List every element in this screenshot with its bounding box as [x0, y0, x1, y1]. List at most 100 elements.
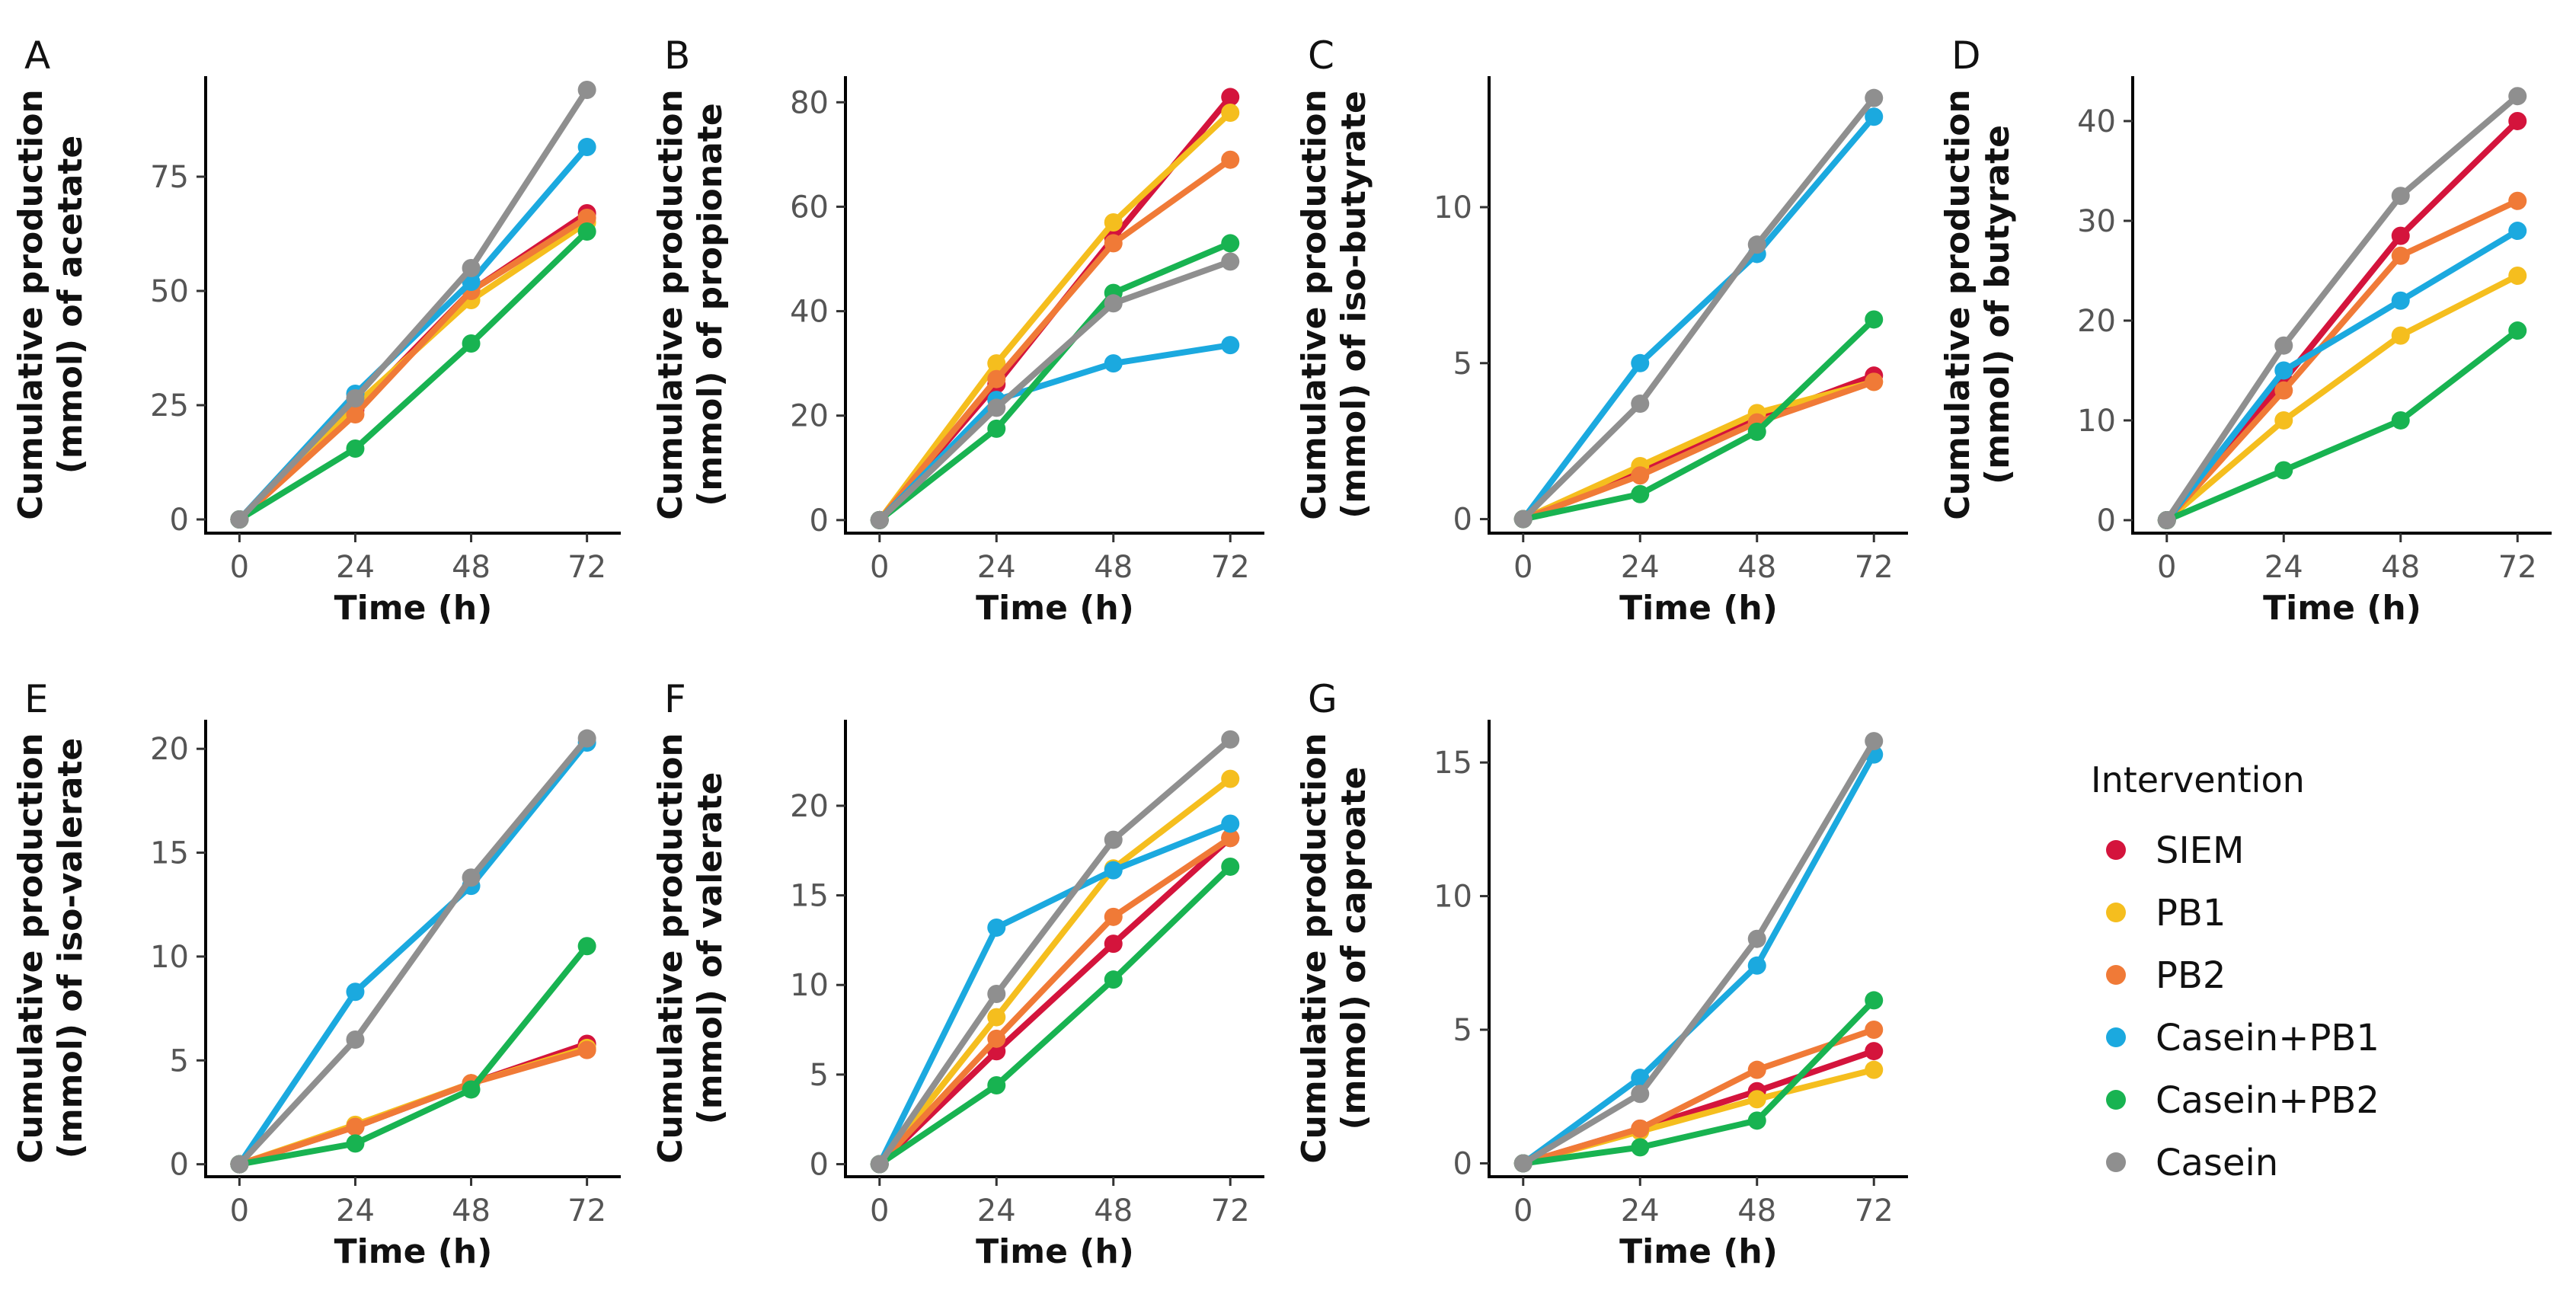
y-tick-label: 0 [810, 503, 829, 538]
data-point [2391, 187, 2410, 206]
data-point [577, 222, 596, 241]
legend-marker [2106, 903, 2126, 922]
panel-letter: E [24, 677, 49, 721]
y-tick-label: 15 [1433, 746, 1472, 781]
series-line [1520, 738, 1878, 1167]
y-tick-label: 80 [790, 85, 829, 120]
y-tick-label: 25 [150, 388, 189, 423]
x-axis-title: Time (h) [976, 589, 1134, 628]
series-line [236, 735, 590, 1168]
legend-label: Casein+PB1 [2156, 1017, 2379, 1059]
data-point [987, 1076, 1006, 1094]
y-tick-label: 5 [1453, 347, 1472, 382]
y-tick-label: 60 [790, 190, 829, 225]
y-tick-label: 10 [1433, 190, 1472, 225]
x-tick-label: 48 [1737, 550, 1776, 585]
legend-marker [2106, 1090, 2126, 1110]
y-tick-label: 15 [790, 879, 829, 914]
data-point [577, 138, 596, 156]
data-point [1221, 336, 1240, 355]
legend-label: Casein+PB2 [2156, 1079, 2379, 1122]
data-point [987, 419, 1006, 438]
y-axis-title-line2: (mmol) of iso-valerate [51, 738, 90, 1159]
data-point [1221, 769, 1240, 788]
data-point [346, 389, 365, 407]
x-tick-label: 72 [1211, 1193, 1250, 1229]
x-tick-label: 24 [977, 1193, 1016, 1229]
legend-item-casein: Casein [2106, 1142, 2278, 1184]
y-axis-title-line1: Cumulative production [651, 733, 690, 1164]
series-line [2163, 197, 2521, 523]
series-line [876, 736, 1234, 1168]
x-tick-label: 72 [2498, 550, 2537, 585]
panel-letter: C [1308, 34, 1334, 78]
series-line [236, 228, 590, 522]
y-tick-label: 20 [790, 399, 829, 434]
data-point [1221, 814, 1240, 833]
data-point [1221, 104, 1240, 122]
legend-label: PB1 [2156, 892, 2226, 935]
legend-item-casein-pb1: Casein+PB1 [2106, 1017, 2379, 1059]
data-point [2274, 461, 2293, 480]
data-point [230, 510, 249, 529]
data-point [2391, 291, 2410, 310]
legend-marker [2106, 1027, 2126, 1047]
y-tick-label: 0 [1453, 1146, 1472, 1181]
legend-label: SIEM [2156, 829, 2244, 872]
legend-marker [2106, 965, 2126, 985]
data-point [577, 937, 596, 956]
y-tick-label: 0 [170, 1148, 189, 1183]
series-line [876, 835, 1234, 1168]
data-point [1631, 1085, 1650, 1104]
x-axis-title: Time (h) [1619, 589, 1778, 628]
y-axis-title-line2: (mmol) of butyrate [1978, 125, 2017, 484]
data-point [1747, 1111, 1766, 1130]
y-tick-label: 10 [790, 968, 829, 1003]
y-tick-label: 10 [2077, 404, 2116, 439]
y-tick-label: 5 [810, 1058, 829, 1093]
data-point [1631, 484, 1650, 503]
x-tick-label: 0 [230, 550, 249, 585]
x-axis-title: Time (h) [976, 1232, 1134, 1271]
data-point [1631, 466, 1650, 485]
series-line [1520, 379, 1878, 522]
data-point [1104, 830, 1123, 849]
data-point [2508, 87, 2527, 106]
y-axis-title-line1: Cumulative production [1295, 89, 1334, 520]
data-point [2274, 336, 2293, 355]
series-line [1520, 997, 1878, 1167]
data-point [1221, 857, 1240, 876]
data-point [1747, 929, 1766, 948]
x-axis-title: Time (h) [1619, 1232, 1778, 1271]
series-line [236, 215, 590, 522]
data-point [1221, 829, 1240, 848]
data-point [346, 1030, 365, 1049]
x-tick-label: 48 [1094, 1193, 1133, 1229]
data-point [1221, 730, 1240, 749]
data-point [1104, 970, 1123, 989]
data-point [1865, 1021, 1884, 1040]
series-line [236, 740, 590, 1168]
y-axis-title-line1: Cumulative production [11, 89, 50, 520]
data-point [1865, 310, 1884, 329]
data-point [1865, 88, 1884, 107]
x-tick-label: 48 [1737, 1193, 1776, 1229]
y-tick-label: 20 [790, 789, 829, 824]
panel-d: D 0 10 20 30 40 0 24 48 72 Time (h) Cumulative prod… [1938, 34, 2552, 628]
data-point [1865, 991, 1884, 1010]
data-point [1631, 1138, 1650, 1157]
y-tick-label: 10 [1433, 880, 1472, 915]
y-tick-label: 0 [1453, 503, 1472, 538]
series-casein [1513, 88, 1884, 529]
y-tick-label: 15 [150, 836, 189, 871]
x-tick-label: 0 [2157, 550, 2176, 585]
series-line [876, 820, 1234, 1168]
legend-item-pb1: PB1 [2106, 892, 2226, 935]
legend-marker [2106, 1152, 2126, 1172]
series-casein [870, 252, 1240, 529]
x-tick-label: 24 [1621, 550, 1660, 585]
series-pb2 [1513, 1021, 1884, 1173]
data-point [1221, 150, 1240, 169]
data-point [2391, 411, 2410, 430]
